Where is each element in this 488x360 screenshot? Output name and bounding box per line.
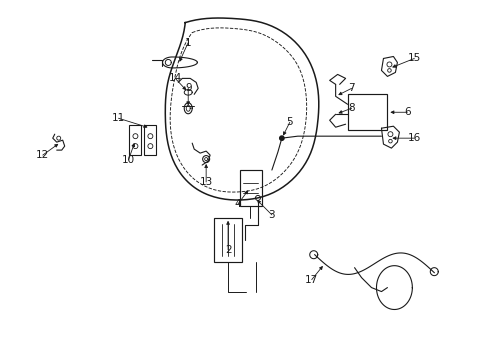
Text: 8: 8	[347, 103, 354, 113]
Text: 9: 9	[184, 84, 191, 93]
Bar	[144, 125, 156, 155]
Text: 15: 15	[407, 54, 420, 63]
Text: 10: 10	[122, 155, 135, 165]
Bar	[214, 218, 242, 262]
Text: 2: 2	[224, 245, 231, 255]
Text: 5: 5	[286, 117, 292, 127]
Text: 17: 17	[305, 275, 318, 285]
Text: 12: 12	[36, 150, 49, 160]
Text: 1: 1	[184, 37, 191, 48]
Text: 11: 11	[112, 113, 125, 123]
Text: 16: 16	[407, 133, 420, 143]
Circle shape	[279, 136, 284, 140]
Text: 14: 14	[168, 73, 182, 84]
Bar	[347, 94, 386, 130]
Bar	[129, 125, 141, 155]
Text: 6: 6	[403, 107, 410, 117]
Bar	[240, 170, 262, 206]
Text: 7: 7	[347, 84, 354, 93]
Text: 13: 13	[199, 177, 212, 187]
Text: 4: 4	[234, 199, 241, 209]
Text: 3: 3	[268, 210, 275, 220]
